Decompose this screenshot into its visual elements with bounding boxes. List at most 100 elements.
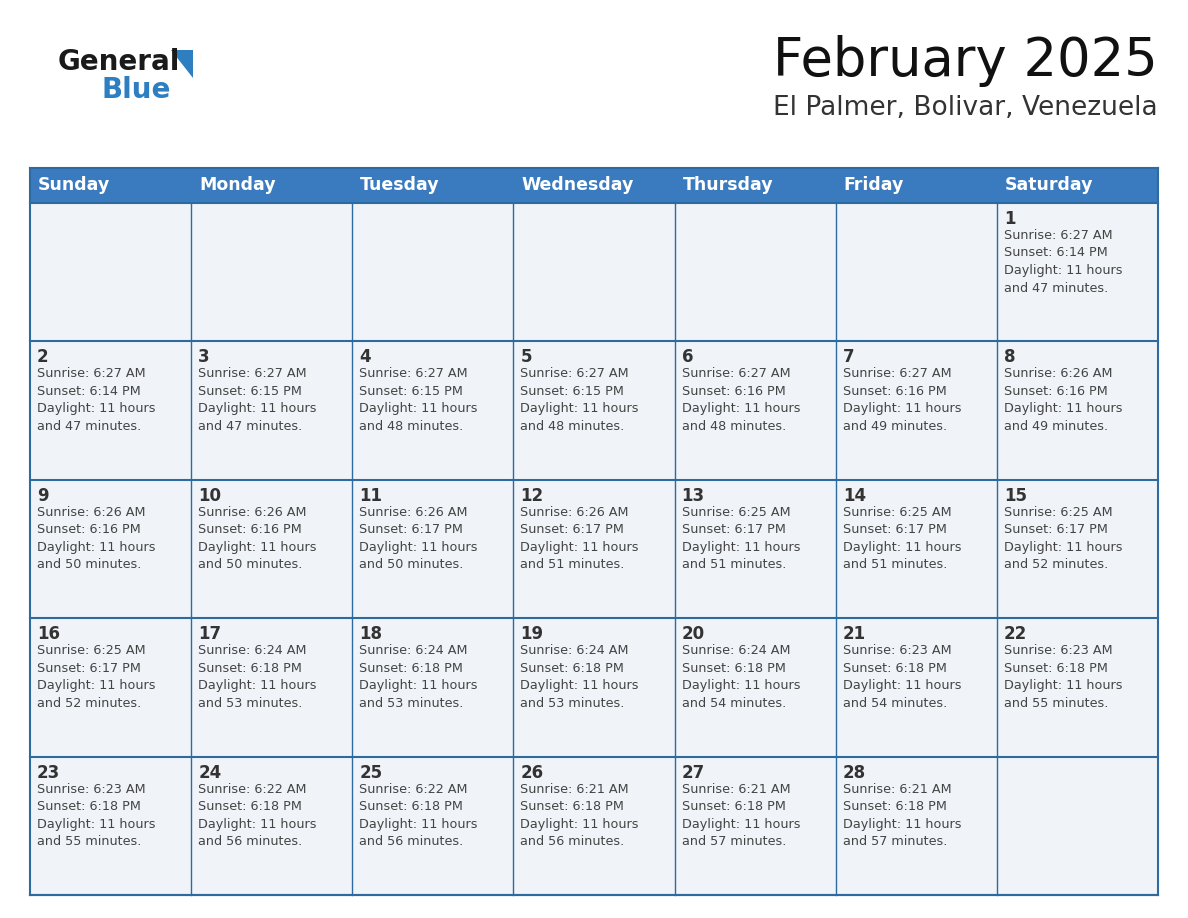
Text: Sunday: Sunday [38, 176, 110, 195]
Text: Sunrise: 6:25 AM
Sunset: 6:17 PM
Daylight: 11 hours
and 52 minutes.: Sunrise: 6:25 AM Sunset: 6:17 PM Dayligh… [37, 644, 156, 710]
Text: 26: 26 [520, 764, 544, 781]
Bar [30, 756, 191, 895]
Bar [513, 341, 675, 480]
Text: 21: 21 [842, 625, 866, 644]
Text: 17: 17 [198, 625, 221, 644]
Text: Sunrise: 6:25 AM
Sunset: 6:17 PM
Daylight: 11 hours
and 51 minutes.: Sunrise: 6:25 AM Sunset: 6:17 PM Dayligh… [682, 506, 800, 571]
Bar [513, 480, 675, 618]
Text: 13: 13 [682, 487, 704, 505]
Text: Sunrise: 6:24 AM
Sunset: 6:18 PM
Daylight: 11 hours
and 53 minutes.: Sunrise: 6:24 AM Sunset: 6:18 PM Dayligh… [359, 644, 478, 710]
Text: Sunrise: 6:21 AM
Sunset: 6:18 PM
Daylight: 11 hours
and 57 minutes.: Sunrise: 6:21 AM Sunset: 6:18 PM Dayligh… [842, 783, 961, 848]
Text: Sunrise: 6:24 AM
Sunset: 6:18 PM
Daylight: 11 hours
and 53 minutes.: Sunrise: 6:24 AM Sunset: 6:18 PM Dayligh… [520, 644, 639, 710]
Bar [191, 756, 353, 895]
Bar [353, 618, 513, 756]
Text: Blue: Blue [102, 76, 171, 104]
Text: 4: 4 [359, 349, 371, 366]
Bar [997, 341, 1158, 480]
Text: Tuesday: Tuesday [360, 176, 440, 195]
Bar [191, 203, 353, 341]
Text: Sunrise: 6:27 AM
Sunset: 6:16 PM
Daylight: 11 hours
and 49 minutes.: Sunrise: 6:27 AM Sunset: 6:16 PM Dayligh… [842, 367, 961, 433]
Text: Sunrise: 6:27 AM
Sunset: 6:14 PM
Daylight: 11 hours
and 47 minutes.: Sunrise: 6:27 AM Sunset: 6:14 PM Dayligh… [1004, 229, 1123, 295]
Text: 8: 8 [1004, 349, 1016, 366]
Bar [997, 618, 1158, 756]
Text: Sunrise: 6:26 AM
Sunset: 6:16 PM
Daylight: 11 hours
and 50 minutes.: Sunrise: 6:26 AM Sunset: 6:16 PM Dayligh… [37, 506, 156, 571]
Text: 28: 28 [842, 764, 866, 781]
Bar [675, 480, 835, 618]
Text: 3: 3 [198, 349, 210, 366]
Text: 7: 7 [842, 349, 854, 366]
Text: General: General [58, 48, 181, 76]
Text: 10: 10 [198, 487, 221, 505]
Text: Wednesday: Wednesday [522, 176, 634, 195]
Bar [30, 203, 191, 341]
Bar [30, 480, 191, 618]
Text: 27: 27 [682, 764, 704, 781]
Polygon shape [171, 50, 192, 78]
Text: 18: 18 [359, 625, 383, 644]
Text: 25: 25 [359, 764, 383, 781]
Text: Sunrise: 6:25 AM
Sunset: 6:17 PM
Daylight: 11 hours
and 51 minutes.: Sunrise: 6:25 AM Sunset: 6:17 PM Dayligh… [842, 506, 961, 571]
Text: Sunrise: 6:27 AM
Sunset: 6:15 PM
Daylight: 11 hours
and 48 minutes.: Sunrise: 6:27 AM Sunset: 6:15 PM Dayligh… [359, 367, 478, 433]
Bar [513, 203, 675, 341]
Text: 5: 5 [520, 349, 532, 366]
Text: Sunrise: 6:26 AM
Sunset: 6:16 PM
Daylight: 11 hours
and 49 minutes.: Sunrise: 6:26 AM Sunset: 6:16 PM Dayligh… [1004, 367, 1123, 433]
Text: Sunrise: 6:24 AM
Sunset: 6:18 PM
Daylight: 11 hours
and 53 minutes.: Sunrise: 6:24 AM Sunset: 6:18 PM Dayligh… [198, 644, 317, 710]
Text: Sunrise: 6:21 AM
Sunset: 6:18 PM
Daylight: 11 hours
and 57 minutes.: Sunrise: 6:21 AM Sunset: 6:18 PM Dayligh… [682, 783, 800, 848]
Text: Sunrise: 6:22 AM
Sunset: 6:18 PM
Daylight: 11 hours
and 56 minutes.: Sunrise: 6:22 AM Sunset: 6:18 PM Dayligh… [198, 783, 317, 848]
Text: 19: 19 [520, 625, 544, 644]
Text: Sunrise: 6:23 AM
Sunset: 6:18 PM
Daylight: 11 hours
and 55 minutes.: Sunrise: 6:23 AM Sunset: 6:18 PM Dayligh… [37, 783, 156, 848]
Bar [191, 341, 353, 480]
Bar [30, 341, 191, 480]
Bar [997, 203, 1158, 341]
Bar [513, 618, 675, 756]
Text: 9: 9 [37, 487, 49, 505]
Bar [191, 618, 353, 756]
Bar [835, 203, 997, 341]
Text: Sunrise: 6:24 AM
Sunset: 6:18 PM
Daylight: 11 hours
and 54 minutes.: Sunrise: 6:24 AM Sunset: 6:18 PM Dayligh… [682, 644, 800, 710]
Bar [997, 756, 1158, 895]
Text: 20: 20 [682, 625, 704, 644]
Text: Sunrise: 6:27 AM
Sunset: 6:15 PM
Daylight: 11 hours
and 48 minutes.: Sunrise: 6:27 AM Sunset: 6:15 PM Dayligh… [520, 367, 639, 433]
Text: 16: 16 [37, 625, 61, 644]
Text: 24: 24 [198, 764, 221, 781]
Bar [353, 203, 513, 341]
Text: Sunrise: 6:27 AM
Sunset: 6:16 PM
Daylight: 11 hours
and 48 minutes.: Sunrise: 6:27 AM Sunset: 6:16 PM Dayligh… [682, 367, 800, 433]
Bar [835, 756, 997, 895]
Text: Sunrise: 6:27 AM
Sunset: 6:15 PM
Daylight: 11 hours
and 47 minutes.: Sunrise: 6:27 AM Sunset: 6:15 PM Dayligh… [198, 367, 317, 433]
Text: Sunrise: 6:26 AM
Sunset: 6:17 PM
Daylight: 11 hours
and 51 minutes.: Sunrise: 6:26 AM Sunset: 6:17 PM Dayligh… [520, 506, 639, 571]
Bar [675, 203, 835, 341]
Bar [353, 341, 513, 480]
Text: Sunrise: 6:27 AM
Sunset: 6:14 PM
Daylight: 11 hours
and 47 minutes.: Sunrise: 6:27 AM Sunset: 6:14 PM Dayligh… [37, 367, 156, 433]
Text: 11: 11 [359, 487, 383, 505]
Text: February 2025: February 2025 [773, 35, 1158, 87]
Text: Sunrise: 6:23 AM
Sunset: 6:18 PM
Daylight: 11 hours
and 54 minutes.: Sunrise: 6:23 AM Sunset: 6:18 PM Dayligh… [842, 644, 961, 710]
Text: 1: 1 [1004, 210, 1016, 228]
Text: Thursday: Thursday [683, 176, 773, 195]
Bar [835, 341, 997, 480]
Bar [835, 480, 997, 618]
Text: 14: 14 [842, 487, 866, 505]
Text: Monday: Monday [200, 176, 276, 195]
Bar [30, 618, 191, 756]
Text: Saturday: Saturday [1005, 176, 1093, 195]
Text: 23: 23 [37, 764, 61, 781]
Bar [675, 756, 835, 895]
Bar [675, 341, 835, 480]
Text: Sunrise: 6:21 AM
Sunset: 6:18 PM
Daylight: 11 hours
and 56 minutes.: Sunrise: 6:21 AM Sunset: 6:18 PM Dayligh… [520, 783, 639, 848]
Bar [191, 480, 353, 618]
Text: 6: 6 [682, 349, 693, 366]
Bar [675, 618, 835, 756]
Bar [997, 480, 1158, 618]
Text: Sunrise: 6:26 AM
Sunset: 6:16 PM
Daylight: 11 hours
and 50 minutes.: Sunrise: 6:26 AM Sunset: 6:16 PM Dayligh… [198, 506, 317, 571]
Text: Sunrise: 6:23 AM
Sunset: 6:18 PM
Daylight: 11 hours
and 55 minutes.: Sunrise: 6:23 AM Sunset: 6:18 PM Dayligh… [1004, 644, 1123, 710]
Text: Sunrise: 6:22 AM
Sunset: 6:18 PM
Daylight: 11 hours
and 56 minutes.: Sunrise: 6:22 AM Sunset: 6:18 PM Dayligh… [359, 783, 478, 848]
Bar [513, 756, 675, 895]
Text: 12: 12 [520, 487, 544, 505]
Text: Friday: Friday [843, 176, 904, 195]
Bar [835, 618, 997, 756]
Bar [30, 168, 1158, 203]
Text: Sunrise: 6:25 AM
Sunset: 6:17 PM
Daylight: 11 hours
and 52 minutes.: Sunrise: 6:25 AM Sunset: 6:17 PM Dayligh… [1004, 506, 1123, 571]
Text: 2: 2 [37, 349, 49, 366]
Text: Sunrise: 6:26 AM
Sunset: 6:17 PM
Daylight: 11 hours
and 50 minutes.: Sunrise: 6:26 AM Sunset: 6:17 PM Dayligh… [359, 506, 478, 571]
Text: El Palmer, Bolivar, Venezuela: El Palmer, Bolivar, Venezuela [773, 95, 1158, 121]
